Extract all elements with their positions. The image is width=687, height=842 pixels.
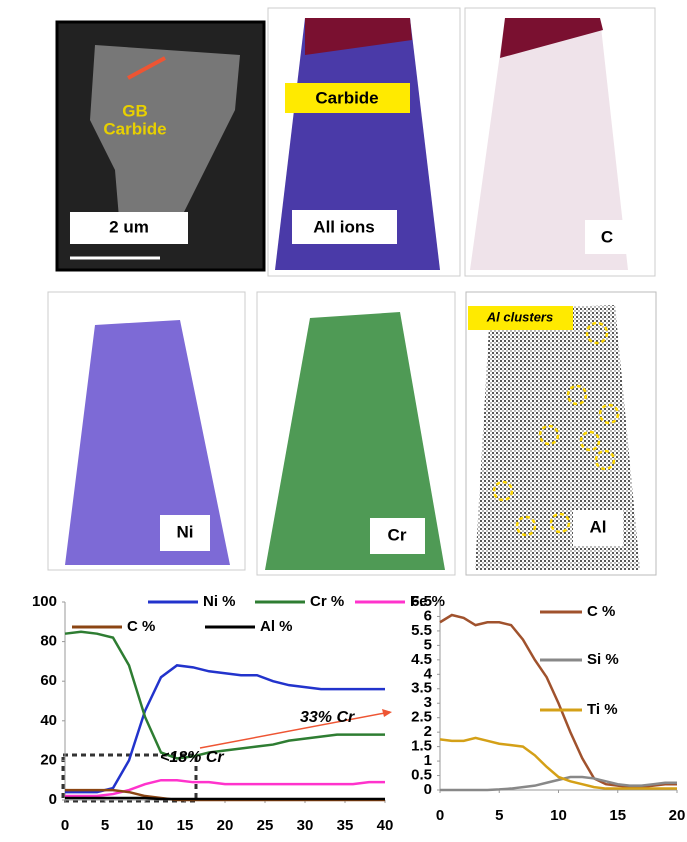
- y-tick-label: 3: [424, 694, 432, 711]
- arrow-head: [382, 709, 392, 717]
- label: All ions: [313, 217, 374, 236]
- label-box: [585, 220, 630, 254]
- label: Ni: [177, 522, 194, 541]
- y-tick-label: 6: [424, 607, 432, 624]
- x-tick-label: 15: [177, 817, 194, 834]
- series-line: [440, 775, 677, 792]
- label-box: [285, 83, 410, 113]
- x-tick-label: 10: [550, 807, 567, 824]
- apt-carbide: [305, 18, 412, 55]
- sem-specimen: [90, 45, 240, 230]
- series-line: [439, 613, 677, 789]
- x-tick-label: 5: [495, 807, 503, 824]
- legend-label: Al %: [260, 618, 293, 635]
- y-tick-label: 0: [424, 781, 432, 798]
- y-tick-label: 20: [40, 751, 57, 768]
- x-tick-label: 25: [257, 817, 274, 834]
- legend-label: C %: [587, 603, 615, 620]
- label: 2 um: [109, 217, 149, 236]
- series-line: [65, 796, 385, 801]
- label: Carbide: [103, 119, 166, 138]
- label: Al: [590, 517, 607, 536]
- label-box: [573, 510, 623, 546]
- y-tick-label: 0.5: [411, 767, 432, 784]
- label-box: [468, 306, 573, 330]
- legend-label: Ni %: [203, 593, 236, 610]
- x-tick-label: 35: [337, 817, 354, 834]
- series-line: [439, 736, 677, 790]
- x-tick-label: 0: [61, 817, 69, 834]
- y-tick-label: 2.5: [411, 709, 432, 726]
- label: Carbide: [315, 88, 378, 107]
- label-box: [160, 515, 210, 551]
- legend-label: Cr %: [310, 593, 344, 610]
- y-tick-label: 4.5: [411, 651, 432, 668]
- x-tick-label: 30: [297, 817, 314, 834]
- y-tick-label: 5: [424, 636, 432, 653]
- legend-label: Ti %: [587, 701, 618, 718]
- x-tick-label: 10: [137, 817, 154, 834]
- y-tick-label: 3.5: [411, 680, 432, 697]
- series-line: [65, 778, 385, 798]
- legend-label: C %: [127, 618, 155, 635]
- y-tick-label: 1.5: [411, 738, 432, 755]
- x-tick-label: 40: [377, 817, 394, 834]
- annotation: <18% Cr: [160, 749, 224, 766]
- apt-ni: [65, 320, 230, 565]
- label: Cr: [388, 525, 407, 544]
- arrow: [127, 56, 166, 80]
- x-tick-label: 0: [436, 807, 444, 824]
- x-tick-label: 5: [101, 817, 109, 834]
- x-tick-label: 15: [609, 807, 626, 824]
- y-tick-label: 80: [40, 633, 57, 650]
- y-tick-label: 2: [424, 723, 432, 740]
- label-box: [70, 212, 188, 244]
- legend-label: Fe %: [410, 593, 445, 610]
- y-tick-label: 1: [424, 752, 432, 769]
- label: Al clusters: [486, 309, 553, 324]
- label: C: [601, 227, 613, 246]
- y-tick-label: 0: [49, 791, 57, 808]
- apt-c: [470, 18, 628, 270]
- legend-label: Si %: [587, 651, 619, 668]
- label-box: [292, 210, 397, 244]
- cluster-markers: [492, 321, 620, 537]
- y-tick-label: 100: [32, 593, 57, 610]
- annotation: 33% Cr: [300, 709, 355, 726]
- y-tick-label: 4: [424, 665, 433, 682]
- series-line: [64, 630, 385, 760]
- label-box: [370, 518, 425, 554]
- apt-cr: [265, 312, 445, 570]
- x-tick-label: 20: [217, 817, 234, 834]
- y-tick-label: 40: [40, 712, 57, 729]
- apt-all-ions: [275, 18, 440, 270]
- x-tick-label: 20: [669, 807, 686, 824]
- y-tick-label: 5.5: [411, 622, 432, 639]
- apt-carbide: [500, 18, 603, 58]
- y-tick-label: 60: [40, 672, 57, 689]
- y-tick-label: 6.5: [411, 593, 432, 610]
- label: GB: [122, 101, 148, 120]
- series-line: [65, 664, 385, 794]
- arrow: [199, 711, 391, 749]
